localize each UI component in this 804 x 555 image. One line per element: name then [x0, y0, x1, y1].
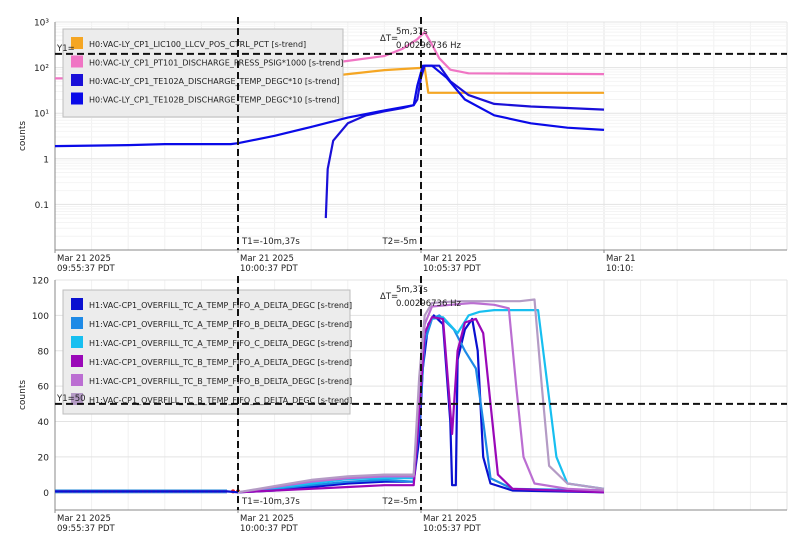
legend-label: H0:VAC-LY_CP1_TE102B_DISCHARGE_TEMP_DEGC…	[89, 96, 340, 105]
legend-box	[62, 289, 351, 415]
legend-label: H0:VAC-LY_CP1_LIC100_LLCV_POS_CTRL_PCT […	[89, 40, 306, 49]
legend-swatch	[71, 336, 83, 348]
x-tick-label-time: 10:10:	[606, 264, 633, 274]
legend: H1:VAC-CP1_OVERFILL_TC_A_TEMP_FIFO_A_DEL…	[62, 289, 352, 415]
cursors: T1=-10m,37s T2=-5m Y1= ΔT=5m,37s 0.00296736 …	[55, 17, 787, 250]
y-tick-label: 1	[43, 155, 49, 165]
plot-area	[55, 298, 605, 494]
y-axis-label: counts	[18, 121, 28, 151]
y-tick-label: 40	[38, 418, 50, 428]
legend-swatch	[71, 393, 83, 405]
y-tick-label: 120	[32, 277, 49, 287]
legend-swatch	[71, 355, 83, 367]
series-line-4	[237, 316, 605, 494]
series-line-5	[237, 301, 605, 494]
legend-swatch	[71, 37, 83, 49]
legend-swatch	[71, 74, 83, 86]
legend-label: H1:VAC-CP1_OVERFILL_TC_B_TEMP_FIFO_B_DEL…	[89, 377, 352, 386]
x-tick-label: Mar 21 2025	[57, 514, 111, 524]
y1-label: Y1=50	[56, 394, 86, 404]
legend-box	[62, 28, 344, 118]
legend-label: H1:VAC-CP1_OVERFILL_TC_B_TEMP_FIFO_C_DEL…	[89, 396, 352, 405]
delta-t-frequency: 0.00296736 Hz	[396, 41, 461, 51]
legend-swatch	[71, 55, 83, 68]
x-tick-label: Mar 21 2025	[57, 254, 111, 264]
legend-label: H1:VAC-CP1_OVERFILL_TC_A_TEMP_FIFO_B_DEL…	[89, 320, 352, 329]
t2-label: T2=-5m	[382, 237, 417, 247]
legend-label: H1:VAC-CP1_OVERFILL_TC_A_TEMP_FIFO_C_DEL…	[89, 339, 352, 348]
x-tick-label-time: 09:55:37 PDT	[57, 524, 116, 534]
x-tick-label-time: 10:00:37 PDT	[240, 264, 299, 274]
delta-t-value: 5m,37s	[396, 285, 428, 295]
delta-t-label: ΔT=	[380, 34, 398, 44]
x-tick-label: Mar 21 2025	[423, 254, 477, 264]
delta-t-frequency: 0.00296736 Hz	[396, 299, 461, 309]
legend-label: H0:VAC-LY_CP1_PT101_DISCHARGE_PRESS_PSIG…	[89, 59, 343, 68]
legend-swatch	[71, 298, 83, 310]
delta-t-value: 5m,37s	[396, 27, 428, 37]
x-tick-label-time: 09:55:37 PDT	[57, 264, 116, 274]
y-tick-label: 10³	[34, 19, 49, 29]
legend-swatch	[71, 317, 83, 329]
y-tick-label: 10¹	[34, 110, 49, 120]
x-tick-label-time: 10:00:37 PDT	[240, 524, 299, 534]
delta-t-label: ΔT=	[380, 292, 398, 302]
y-tick-label: 0.1	[35, 201, 49, 211]
y-tick-label: 100	[32, 312, 49, 322]
y-tick-label: 20	[38, 453, 50, 463]
cursors: T1=-10m,37s T2=-5m Y1=50 ΔT=5m,37s 0.0029673…	[55, 276, 787, 510]
x-tick-label: Mar 21 2025	[240, 514, 294, 524]
x-tick-label: Mar 21	[606, 254, 636, 264]
t2-label: T2=-5m	[382, 497, 417, 507]
legend-swatch	[71, 92, 83, 105]
x-tick-label: Mar 21 2025	[240, 254, 294, 264]
t1-label: T1=-10m,37s	[241, 237, 300, 247]
series-line-4	[55, 64, 605, 148]
y-tick-label: 0	[43, 489, 49, 499]
x-tick-label-time: 10:05:37 PDT	[423, 264, 482, 274]
legend-swatch	[71, 374, 83, 386]
legend: H0:VAC-LY_CP1_LIC100_LLCV_POS_CTRL_PCT […	[62, 28, 344, 118]
t1-label: T1=-10m,37s	[241, 497, 300, 507]
x-tick-label-time: 10:05:37 PDT	[423, 524, 482, 534]
y-tick-label: 60	[38, 383, 50, 393]
series-line-6	[237, 298, 605, 494]
y-tick-label: 10²	[34, 64, 49, 74]
x-tick-label: Mar 21 2025	[423, 514, 477, 524]
y-axis-label: counts	[18, 380, 28, 410]
y-tick-label: 80	[38, 347, 50, 357]
legend-label: H0:VAC-LY_CP1_TE102A_DISCHARGE_TEMP_DEGC…	[89, 77, 340, 86]
y1-label: Y1=	[56, 44, 75, 54]
series-line-3	[324, 64, 605, 219]
legend-label: H1:VAC-CP1_OVERFILL_TC_B_TEMP_FIFO_A_DEL…	[89, 358, 352, 367]
legend-label: H1:VAC-CP1_OVERFILL_TC_A_TEMP_FIFO_A_DEL…	[89, 301, 352, 310]
series-line-1	[55, 314, 605, 494]
